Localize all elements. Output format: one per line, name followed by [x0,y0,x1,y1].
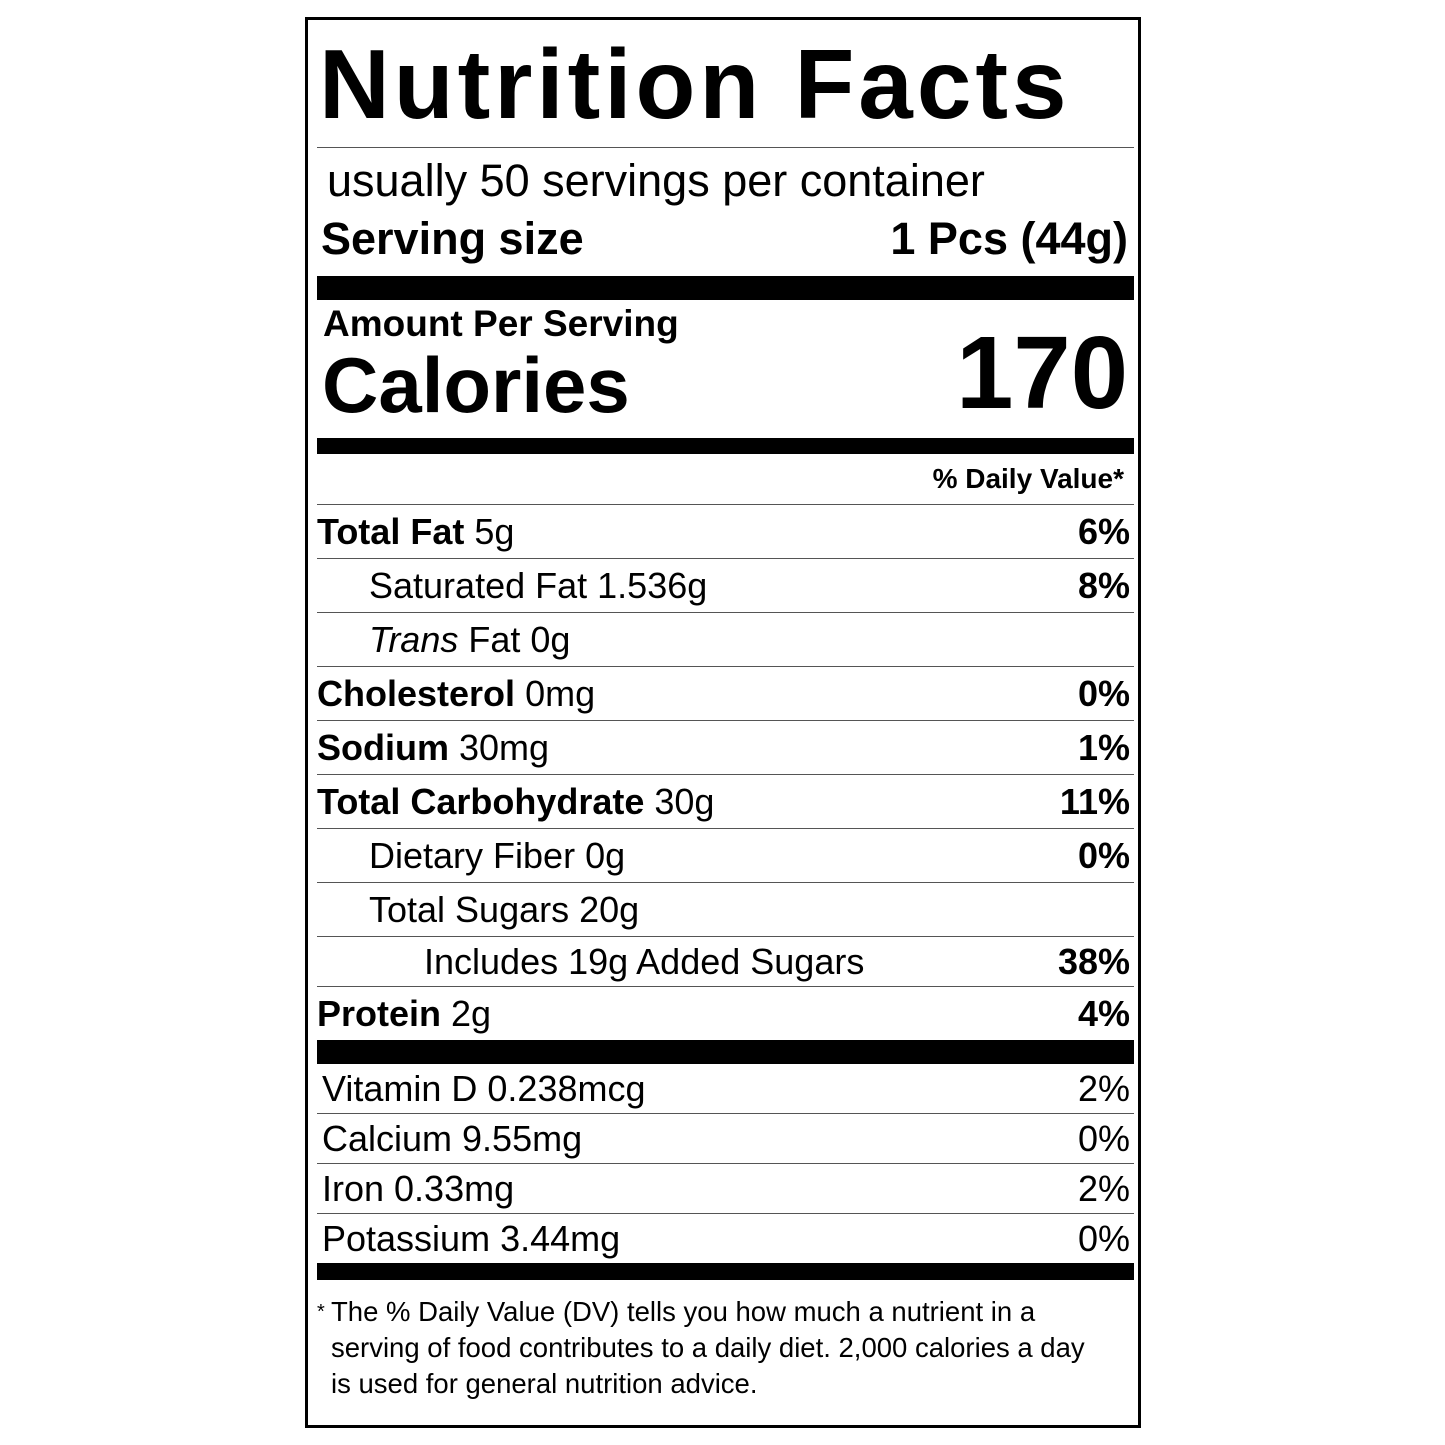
servings-per-container: usually 50 servings per container [327,155,985,206]
nutrient-row-dietary-fiber: Dietary Fiber 0g 0% [317,829,1134,883]
vitamin-dv: 2% [1077,1067,1130,1109]
vitamin-dv: 0% [1077,1217,1130,1259]
nutrient-name: Total Sugars [369,888,570,930]
vitamin-label: Iron 0.33mg [322,1167,515,1209]
vitamin-label: Vitamin D 0.238mcg [322,1067,646,1109]
footnote-text: The % Daily Value (DV) tells you how muc… [331,1296,1085,1399]
nutrient-dv: 0% [1077,672,1130,714]
nutrient-amount: 2g [451,992,492,1034]
nutrient-name: Cholesterol [317,672,516,714]
serving-size-label: Serving size [321,213,584,264]
nutrient-dv: 38% [1057,940,1130,982]
vitamin-row: Vitamin D 0.238mcg 2% [317,1064,1134,1114]
nutrient-name: Dietary Fiber [369,834,576,876]
nutrient-name: Trans [369,618,459,660]
nutrient-dv: 11% [1059,780,1130,822]
daily-value-header: % Daily Value* [317,454,1134,505]
thick-divider [317,1263,1134,1280]
nutrient-row-saturated-fat: Saturated Fat 1.536g 8% [317,559,1134,613]
nutrient-amount: 0g [530,618,571,660]
nutrient-row-total-sugars: Total Sugars 20g [317,883,1134,937]
nutrient-dv: 4% [1077,992,1130,1034]
calories-value: 170 [956,315,1128,430]
nutrient-name: Total Carbohydrate [317,780,645,822]
divider [317,147,1134,148]
nutrient-amount: 30g [654,780,715,822]
added-sugars-wrap: Includes 19g Added Sugars 38% [317,937,1134,987]
nutrient-name: Saturated Fat [369,564,588,606]
nutrient-dv: 6% [1077,510,1130,552]
nutrient-row-total-fat: Total Fat 5g 6% [317,505,1134,559]
nutrient-name-rest: Fat [468,618,521,660]
vitamin-label: Calcium 9.55mg [322,1117,583,1159]
vitamin-dv: 2% [1077,1167,1130,1209]
nutrient-name: Sodium [317,726,449,768]
nutrient-row-trans-fat: Trans Fat 0g [317,613,1134,667]
label-title: Nutrition Facts [319,29,1071,139]
nutrient-dv: 0% [1077,834,1130,876]
footnote-star: * [317,1301,325,1323]
nutrient-amount: 30mg [459,726,550,768]
nutrient-row-protein: Protein 2g 4% [317,987,1134,1040]
nutrient-dv: 8% [1077,564,1130,606]
serving-size-row: Serving size 1 Pcs (44g) [317,206,1134,276]
vitamin-dv: 0% [1077,1117,1130,1159]
nutrient-amount: 5g [474,510,515,552]
nutrient-row-sodium: Sodium 30mg 1% [317,721,1134,775]
nutrient-amount: 20g [579,888,640,930]
calories-label: Calories [322,341,630,429]
nutrient-row-total-carbohydrate: Total Carbohydrate 30g 11% [317,775,1134,829]
amount-per-serving: Amount Per Serving [323,303,679,344]
thick-divider [317,276,1134,300]
nutrient-row-added-sugars: Includes 19g Added Sugars 38% [421,937,1134,986]
vitamin-label: Potassium 3.44mg [322,1217,621,1259]
calories-section: Amount Per Serving Calories 170 [317,300,1134,438]
serving-size-value: 1 Pcs (44g) [890,213,1128,264]
vitamin-row: Potassium 3.44mg 0% [317,1214,1134,1263]
nutrient-amount: 0mg [525,672,596,714]
nutrient-name: Protein [317,992,442,1034]
vitamin-row: Iron 0.33mg 2% [317,1164,1134,1214]
nutrient-name: Total Fat [317,510,465,552]
footnote: * The % Daily Value (DV) tells you how m… [317,1280,1134,1402]
nutrient-dv: 1% [1077,726,1130,768]
nutrient-name: Includes 19g Added Sugars [424,940,865,982]
nutrient-amount: 0g [585,834,626,876]
thick-divider [317,438,1134,454]
thick-divider [317,1040,1134,1064]
nutrient-amount: 1.536g [597,564,708,606]
vitamin-row: Calcium 9.55mg 0% [317,1114,1134,1164]
nutrition-facts-label: Nutrition Facts usually 50 servings per … [305,17,1141,1428]
nutrient-row-cholesterol: Cholesterol 0mg 0% [317,667,1134,721]
